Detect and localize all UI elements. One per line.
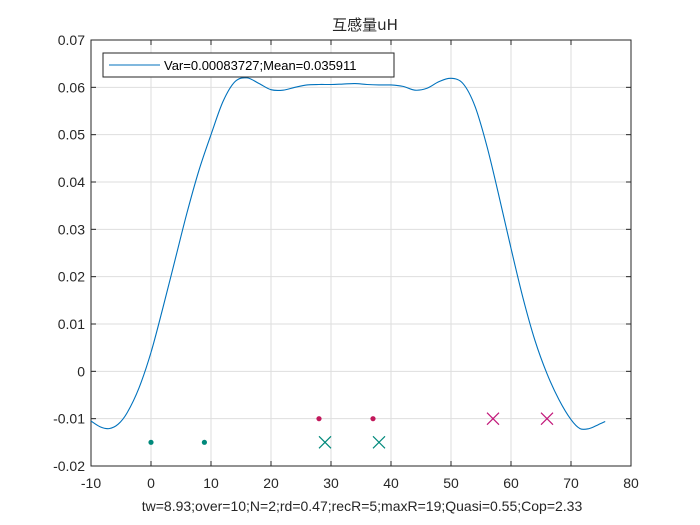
- y-tick-label: 0: [77, 363, 85, 379]
- x-tick-label: 10: [203, 475, 219, 491]
- plot-frame: [90, 39, 632, 467]
- series-layer: [90, 77, 606, 430]
- y-tick-label: 0.06: [58, 79, 85, 95]
- marker-layer: [148, 412, 554, 449]
- y-tick-label: -0.02: [53, 458, 85, 474]
- x-tick-label: 80: [623, 475, 639, 491]
- y-tick-label: 0.05: [58, 127, 85, 143]
- dot-marker: [370, 416, 376, 422]
- y-tick-label: 0.02: [58, 269, 85, 285]
- x-tick-label: 70: [563, 475, 579, 491]
- x-tick-label: 20: [263, 475, 279, 491]
- series-line: [90, 77, 606, 430]
- y-tick-label: -0.01: [53, 411, 85, 427]
- x-marker: [372, 435, 386, 449]
- dot-marker: [148, 439, 154, 445]
- x-tick-label: 40: [383, 475, 399, 491]
- legend: Var=0.00083727;Mean=0.035911: [102, 52, 395, 78]
- x-axis: -10 0 10 20 30 40 50 60 70 80: [81, 40, 639, 491]
- y-tick-label: 0.03: [58, 221, 85, 237]
- y-tick-label: 0.04: [58, 174, 85, 190]
- x-marker: [540, 412, 554, 426]
- dot-marker: [316, 416, 322, 422]
- x-marker: [318, 435, 332, 449]
- x-tick-label: -10: [81, 475, 101, 491]
- x-tick-label: 0: [147, 475, 155, 491]
- y-tick-label: 0.01: [58, 316, 85, 332]
- legend-entry: Var=0.00083727;Mean=0.035911: [164, 58, 357, 73]
- dot-marker: [201, 439, 207, 445]
- y-axis: -0.02 -0.01 0 0.01 0.02 0.03 0.04 0.05 0.06 0.07: [53, 32, 631, 474]
- x-tick-label: 30: [323, 475, 339, 491]
- y-tick-label: 0.07: [58, 32, 85, 48]
- x-tick-label: 60: [503, 475, 519, 491]
- x-tick-label: 50: [443, 475, 459, 491]
- grid: [90, 39, 632, 467]
- x-marker: [486, 412, 500, 426]
- chart-title: 互感量uH: [332, 16, 398, 34]
- x-axis-label: tw=8.93;over=10;N=2;rd=0.47;recR=5;maxR=…: [142, 498, 583, 514]
